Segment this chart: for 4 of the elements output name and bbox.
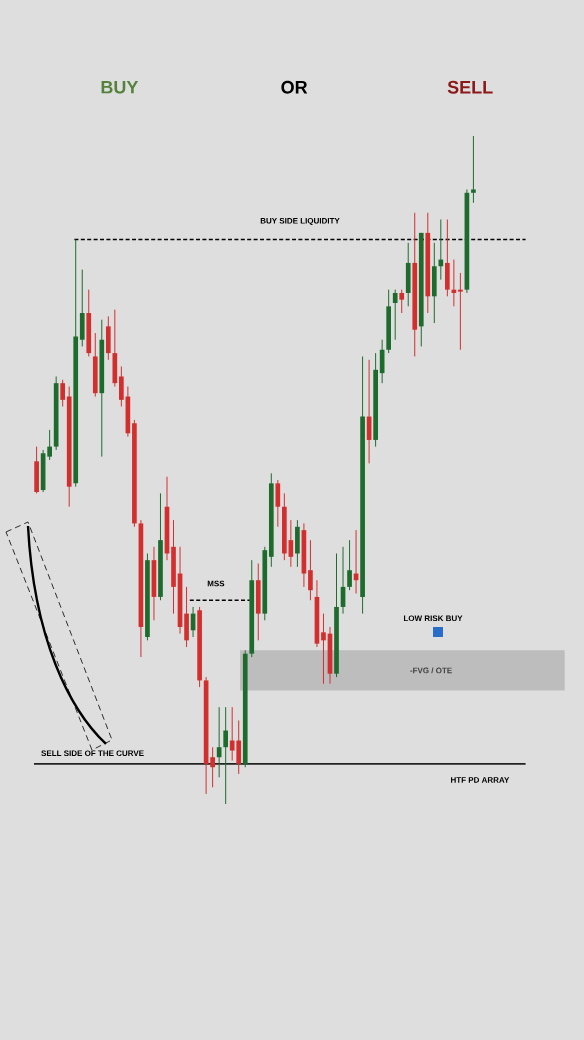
text: OR <box>281 80 308 94</box>
text: SELL <box>447 80 493 94</box>
text: BUY <box>101 80 139 94</box>
candlestick <box>399 289 405 314</box>
